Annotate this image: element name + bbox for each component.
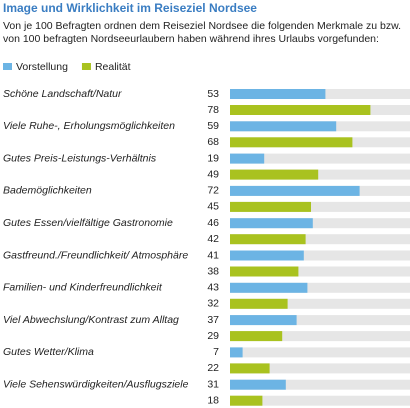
bar (230, 298, 288, 309)
value-label: 22 (207, 362, 219, 374)
bar (230, 395, 263, 406)
bar-track (230, 315, 410, 326)
bar (230, 315, 297, 326)
legend-swatch (3, 63, 12, 70)
bar-track (230, 298, 410, 309)
category-label: Gutes Essen/vielfältige Gastronomie (3, 217, 173, 229)
category-label: Gastfreund./Freundlichkeit/ Atmosphäre (3, 249, 188, 261)
value-label: 19 (207, 152, 219, 164)
bar (230, 250, 304, 261)
value-label: 42 (207, 233, 219, 245)
bar (230, 331, 283, 342)
category-label: Schöne Landschaft/Natur (3, 88, 122, 100)
bar-track (230, 379, 410, 390)
bar-track (230, 218, 410, 229)
bar (230, 347, 243, 358)
legend-label: Vorstellung (16, 61, 68, 73)
value-label: 49 (207, 168, 219, 180)
value-label: 72 (207, 185, 219, 197)
value-label: 37 (207, 314, 219, 326)
category-label: Viel Abwechslung/Kontrast zum Alltag (3, 314, 179, 326)
category-label: Familien- und Kinderfreundlichkeit (3, 282, 163, 294)
bar (230, 121, 337, 132)
bar-track (230, 331, 410, 342)
bar-track (230, 250, 410, 261)
value-label: 31 (207, 378, 219, 390)
bar (230, 185, 360, 196)
value-label: 53 (207, 88, 219, 100)
bar (230, 282, 308, 293)
bar-track (230, 266, 410, 277)
bar-track (230, 282, 410, 293)
bar (230, 201, 311, 212)
value-label: 45 (207, 201, 219, 213)
bar (230, 169, 319, 180)
bar (230, 363, 270, 374)
bar (230, 153, 265, 164)
bar-track (230, 234, 410, 245)
bar-track (230, 395, 410, 406)
bar (230, 89, 326, 99)
category-label: Viele Sehenswürdigkeiten/Ausflugsziele (3, 378, 189, 390)
value-label: 59 (207, 120, 219, 132)
bar (230, 137, 353, 148)
category-label: Viele Ruhe-, Erholungsmöglichkeiten (3, 120, 175, 132)
value-label: 32 (207, 298, 219, 310)
value-label: 46 (207, 217, 219, 229)
bar (230, 379, 286, 390)
value-label: 68 (207, 136, 219, 148)
value-label: 7 (213, 346, 219, 358)
bar-track (230, 363, 410, 374)
value-label: 18 (207, 394, 219, 406)
bar-track (230, 201, 410, 212)
value-label: 29 (207, 330, 219, 342)
value-label: 38 (207, 265, 219, 277)
bar (230, 234, 306, 245)
category-label: Gutes Wetter/Klima (3, 346, 94, 358)
bar-track (230, 153, 410, 164)
legend-label: Realität (95, 61, 131, 73)
bar (230, 266, 299, 277)
value-label: 78 (207, 104, 219, 116)
legend-swatch (81, 63, 91, 70)
bar (230, 105, 371, 115)
chart-title: Image und Wirklichkeit im Reiseziel Nord… (3, 1, 257, 15)
chart-subtitle: Von je 100 Befragten ordnen dem Reisezie… (3, 20, 402, 45)
value-label: 43 (207, 282, 219, 294)
bar (230, 218, 313, 229)
bar-track (230, 169, 410, 180)
bar-track (230, 347, 410, 358)
category-label: Bademöglichkeiten (3, 185, 92, 197)
category-label: Gutes Preis-Leistungs-Verhältnis (3, 152, 157, 164)
value-label: 41 (207, 249, 219, 261)
